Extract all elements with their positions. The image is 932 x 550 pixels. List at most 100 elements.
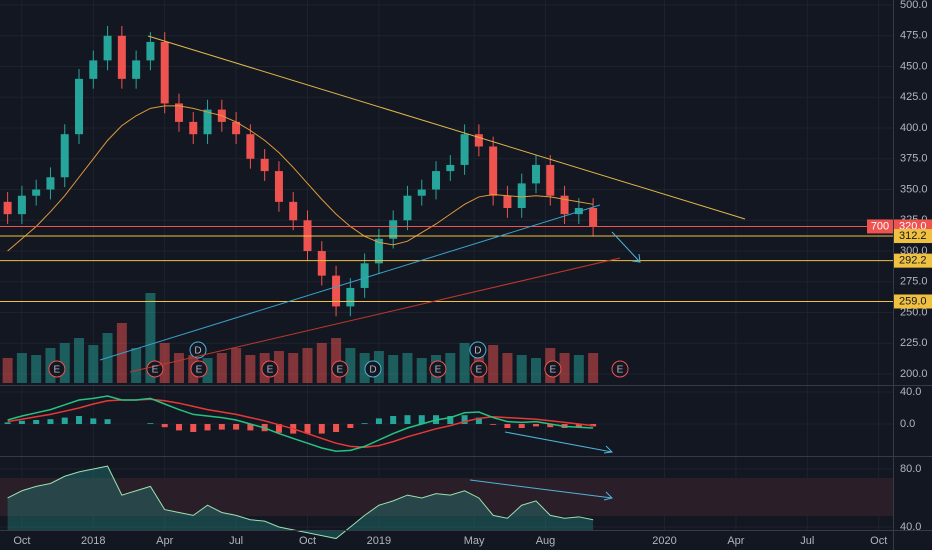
volume-bar — [145, 293, 156, 383]
volume-bar — [502, 353, 513, 383]
x-tick-label: May — [464, 535, 485, 547]
x-tick-label: Apr — [156, 535, 173, 547]
event-marker — [190, 360, 208, 378]
macd-histogram-bar — [490, 424, 497, 425]
candle-body — [417, 189, 426, 196]
candle-body — [546, 164, 555, 196]
event-label: E — [337, 365, 344, 376]
y-tick-label: 350.0 — [900, 183, 928, 195]
macd-histogram-bar — [361, 423, 368, 424]
arrow — [504, 431, 614, 454]
x-tick-label: Oct — [299, 535, 316, 547]
volume-bar — [159, 343, 170, 383]
volume-bar — [516, 355, 527, 383]
candle-body — [246, 134, 255, 159]
volume-bar — [488, 345, 499, 383]
candle-body — [360, 263, 369, 288]
macd-histogram-bar — [147, 423, 154, 424]
macd-histogram-bar — [104, 419, 111, 424]
volume-bar — [31, 355, 42, 383]
candle-body — [46, 177, 55, 190]
event-marker — [611, 360, 629, 378]
candle-body — [560, 195, 569, 215]
candle-body — [274, 171, 283, 202]
volume-bar — [445, 353, 456, 383]
x-tick-label: Oct — [13, 535, 30, 547]
trendline — [147, 35, 746, 220]
volume-bar — [331, 338, 342, 383]
y-tick-label: 375.0 — [900, 153, 928, 165]
volume-bar — [16, 353, 27, 383]
volume-bar — [530, 358, 541, 383]
volume-bar — [559, 353, 570, 383]
volume-bar — [173, 353, 184, 383]
volume-bar — [245, 355, 256, 383]
event-label: D — [369, 365, 376, 376]
macd-histogram-bar — [247, 424, 254, 431]
event-marker — [429, 360, 447, 378]
x-tick-label: 2019 — [367, 535, 391, 547]
candle-body — [589, 207, 598, 227]
price-tag-box — [867, 219, 893, 234]
x-tick-label: Apr — [727, 535, 744, 547]
macd-histogram-bar — [318, 424, 325, 434]
y-tick-label: 275.0 — [900, 276, 928, 288]
candle-body — [332, 275, 341, 307]
volume-bar — [416, 358, 427, 383]
y-tick-label: 40.0 — [900, 386, 921, 398]
x-tick-label: 2020 — [652, 535, 676, 547]
volume-bar — [2, 358, 13, 383]
y-tick-label: 250.0 — [900, 306, 928, 318]
macd-histogram-bar — [404, 415, 411, 424]
macd-histogram-bar — [575, 424, 582, 428]
event-label: E — [617, 365, 624, 376]
rsi-line — [7, 465, 594, 540]
event-label: E — [267, 365, 274, 376]
volume-bar — [288, 353, 299, 383]
y-tick-label: 500.0 — [900, 0, 928, 11]
trendline — [129, 257, 621, 373]
macd-histogram-bar — [518, 424, 525, 428]
macd-histogram-bar — [18, 420, 25, 424]
candle-body — [3, 201, 12, 215]
macd-histogram-bar — [504, 424, 511, 428]
price-label: 292.2 — [899, 255, 927, 267]
volume-bar — [231, 348, 242, 383]
event-marker — [469, 341, 487, 359]
candle-body — [389, 220, 398, 239]
candle-body — [346, 287, 355, 307]
price-label-box — [894, 294, 932, 309]
moving-average — [7, 105, 594, 252]
macd-histogram-bar — [333, 424, 340, 432]
marks — [0, 25, 893, 540]
macd-histogram-bar — [233, 424, 240, 430]
macd-histogram-bar — [447, 416, 454, 424]
labels: Oct 2018 Apr Jul Oct 2019 May Aug 2020 Apr Jul Oct 5… — [13, 0, 932, 547]
volume-bar — [459, 343, 470, 383]
event-label: D — [194, 346, 201, 357]
candle-body — [75, 78, 84, 135]
y-tick-label: 200.0 — [900, 368, 928, 380]
event-label: E — [54, 365, 61, 376]
event-label: E — [476, 365, 483, 376]
candle-body — [203, 109, 212, 135]
x-tick-label: Oct — [870, 535, 887, 547]
macd-histogram-bar — [347, 424, 354, 428]
macd-line — [7, 395, 594, 452]
volume-bar — [273, 351, 284, 383]
event-label: E — [435, 365, 442, 376]
volume-bar — [202, 358, 213, 383]
candle-body — [189, 121, 198, 135]
candle-body — [489, 146, 498, 196]
arrow — [611, 231, 641, 263]
macd-histogram-bar — [275, 424, 282, 433]
candle-body — [503, 195, 512, 208]
candle-body — [403, 195, 412, 221]
macd-histogram-bar — [175, 424, 182, 431]
candle-body — [60, 134, 69, 178]
volume-bar — [573, 355, 584, 383]
macd-histogram-bar — [61, 417, 68, 424]
event-marker — [261, 360, 279, 378]
macd-histogram-bar — [461, 415, 468, 424]
